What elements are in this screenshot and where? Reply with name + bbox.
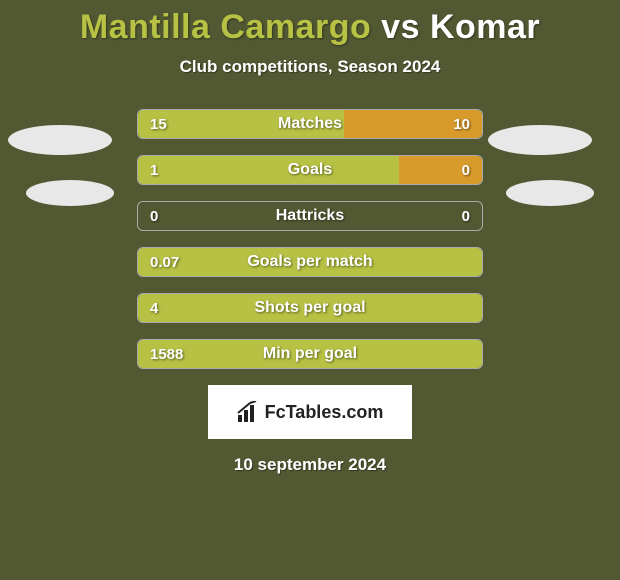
- decorative-ellipse: [506, 180, 594, 206]
- stat-value-left: 0.07: [150, 248, 179, 276]
- stat-row: 0 0Hattricks: [137, 201, 483, 231]
- fctables-logo[interactable]: FcTables.com: [208, 385, 412, 439]
- stat-value-left: 0: [150, 202, 158, 230]
- stat-row: 1588Min per goal: [137, 339, 483, 369]
- decorative-ellipse: [8, 125, 112, 155]
- player2-name: Komar: [430, 8, 540, 46]
- date-text: 10 september 2024: [0, 455, 620, 475]
- stat-row: 4Shots per goal: [137, 293, 483, 323]
- vs-text: vs: [371, 8, 430, 46]
- stat-value-left: 1588: [150, 340, 183, 368]
- bar-left: [138, 156, 399, 184]
- page-title: Mantilla Camargo vs Komar: [0, 0, 620, 47]
- logo-text: FcTables.com: [265, 402, 384, 423]
- bar-left: [138, 340, 482, 368]
- decorative-ellipse: [488, 125, 592, 155]
- stat-value-right: 0: [462, 202, 470, 230]
- stat-label: Hattricks: [138, 202, 482, 230]
- decorative-ellipse: [26, 180, 114, 206]
- stat-value-left: 1: [150, 156, 158, 184]
- bar-left: [138, 248, 482, 276]
- stat-value-left: 4: [150, 294, 158, 322]
- stat-row: 1510Matches: [137, 109, 483, 139]
- stat-row: 0.07Goals per match: [137, 247, 483, 277]
- stat-row: 10Goals: [137, 155, 483, 185]
- chart-icon: [237, 401, 261, 423]
- bar-left: [138, 294, 482, 322]
- stat-value-right: 10: [453, 110, 470, 138]
- stat-value-right: 0: [462, 156, 470, 184]
- player1-name: Mantilla Camargo: [80, 8, 371, 46]
- bar-left: [138, 110, 344, 138]
- comparison-chart: 1510Matches10Goals00Hattricks0.07Goals p…: [0, 109, 620, 369]
- stat-value-left: 15: [150, 110, 167, 138]
- subtitle: Club competitions, Season 2024: [0, 57, 620, 77]
